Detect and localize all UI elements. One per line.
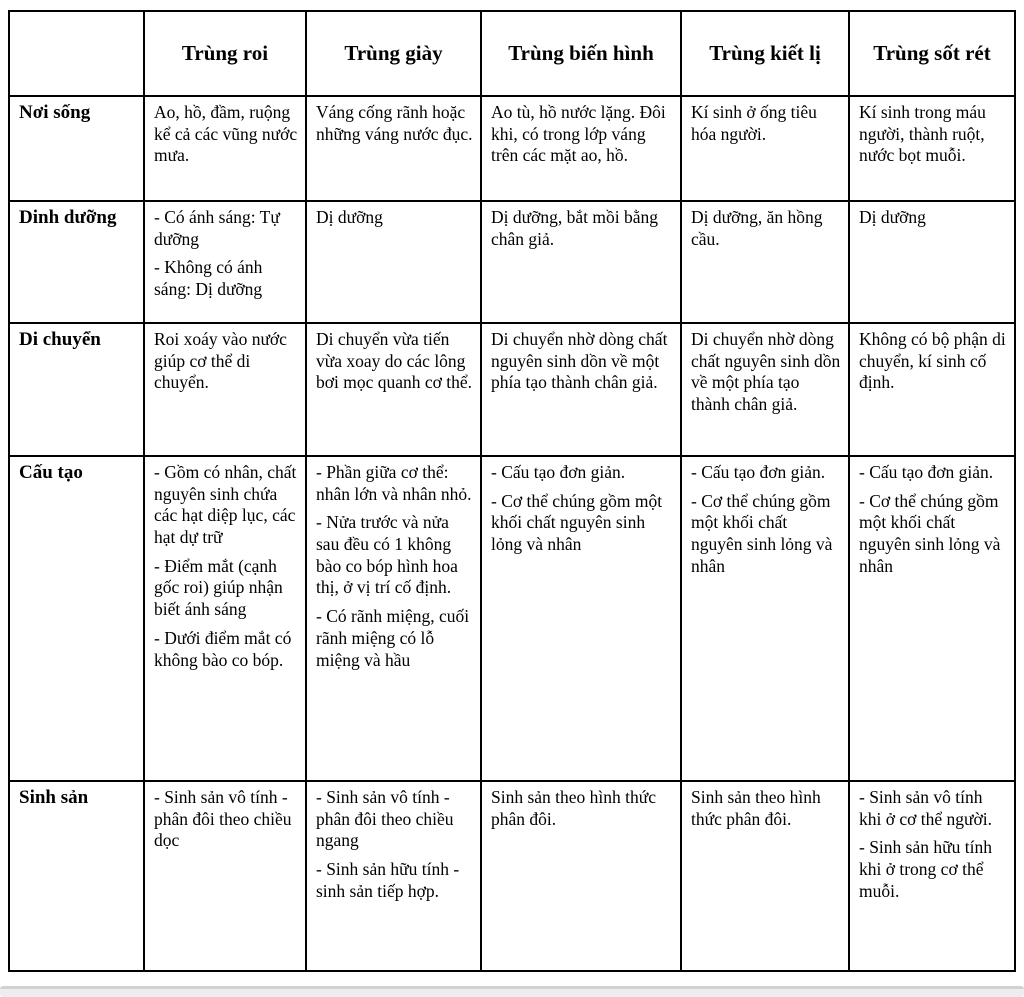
table-cell: - Có ánh sáng: Tự dưỡng - Không có ánh sá… [143,200,307,324]
table-cell: Di chuyển nhờ dòng chất nguyên sinh dồn … [480,322,682,457]
table-row-noi-song: Nơi sống Ao, hồ, đầm, ruộng kể cả các vũ… [8,95,1016,202]
table-cell: Váng cống rãnh hoặc những váng nước đục. [305,95,482,202]
page-bottom-edge [0,986,1024,997]
column-header-trung-roi: Trùng roi [143,10,307,97]
table-cell: - Gồm có nhân, chất nguyên sinh chứa các… [143,455,307,782]
table-cell: - Phần giữa cơ thể: nhân lớn và nhân nhỏ… [305,455,482,782]
row-label: Sinh sản [8,780,145,972]
corner-cell [8,10,145,97]
table-cell: Di chuyển nhờ dòng chất nguyên sinh dồn … [680,322,850,457]
table-cell: - Cấu tạo đơn giản. - Cơ thể chúng gồm mộ… [480,455,682,782]
table-cell: Dị dưỡng, ăn hồng cầu. [680,200,850,324]
table-row-sinh-san: Sinh sản - Sinh sản vô tính - phân đôi t… [8,780,1016,972]
table-cell: Ao, hồ, đầm, ruộng kể cả các vũng nước m… [143,95,307,202]
column-header-trung-bien-hinh: Trùng biến hình [480,10,682,97]
table-cell: Dị dưỡng, bắt mồi bằng chân giả. [480,200,682,324]
column-header-trung-kiet-li: Trùng kiết lị [680,10,850,97]
comparison-table: Trùng roi Trùng giày Trùng biến hình Trù… [8,10,1016,972]
row-label: Dinh dưỡng [8,200,145,324]
table-cell: Sinh sản theo hình thức phân đôi. [480,780,682,972]
table-cell: Ao tù, hồ nước lặng. Đôi khi, có trong l… [480,95,682,202]
table-cell: Kí sinh trong máu người, thành ruột, nướ… [848,95,1016,202]
table-cell: Dị dưỡng [305,200,482,324]
table-cell: - Sinh sản vô tính khi ở cơ thể người. - … [848,780,1016,972]
table-cell: Kí sinh ở ống tiêu hóa người. [680,95,850,202]
column-header-trung-giay: Trùng giày [305,10,482,97]
table-cell: - Sinh sản vô tính - phân đôi theo chiều… [305,780,482,972]
table-cell: - Sinh sản vô tính - phân đôi theo chiều… [143,780,307,972]
table-cell: Dị dưỡng [848,200,1016,324]
table-cell: Di chuyển vừa tiến vừa xoay do các lông … [305,322,482,457]
column-header-trung-sot-ret: Trùng sốt rét [848,10,1016,97]
table-row-dinh-duong: Dinh dưỡng - Có ánh sáng: Tự dưỡng - Khôn… [8,200,1016,324]
table-row-cau-tao: Cấu tạo - Gồm có nhân, chất nguyên sinh … [8,455,1016,782]
row-label: Di chuyển [8,322,145,457]
table-cell: Sinh sản theo hình thức phân đôi. [680,780,850,972]
table-cell: Không có bộ phận di chuyển, kí sinh cố đ… [848,322,1016,457]
header-row: Trùng roi Trùng giày Trùng biến hình Trù… [8,10,1016,97]
table-cell: - Cấu tạo đơn giản. - Cơ thể chúng gồm mộ… [680,455,850,782]
table-cell: Roi xoáy vào nước giúp cơ thể di chuyển. [143,322,307,457]
table-cell: - Cấu tạo đơn giản. - Cơ thể chúng gồm mộ… [848,455,1016,782]
row-label: Cấu tạo [8,455,145,782]
table-row-di-chuyen: Di chuyển Roi xoáy vào nước giúp cơ thể … [8,322,1016,457]
row-label: Nơi sống [8,95,145,202]
